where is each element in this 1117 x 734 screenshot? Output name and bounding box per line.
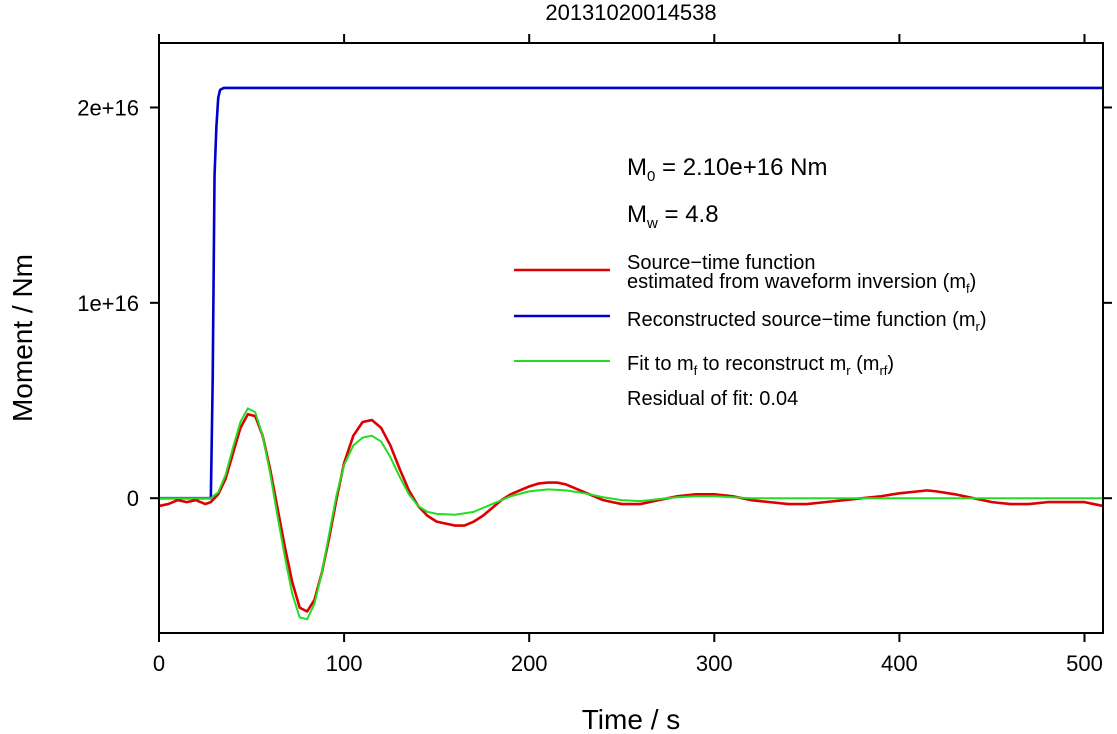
m0-prefix: M xyxy=(627,154,647,181)
chart-title: 20131020014538 xyxy=(545,0,716,25)
y-tick-label: 0 xyxy=(127,486,139,511)
y-tick-label: 1e+16 xyxy=(77,291,139,316)
mw-sub: w xyxy=(646,215,658,232)
x-tick-label: 400 xyxy=(881,651,918,676)
residual-annotation: Residual of fit: 0.04 xyxy=(627,388,798,410)
x-axis-title: Time / s xyxy=(582,704,681,734)
axes: 0 100 200 300 400 500 0 1e+16 2e+16 xyxy=(77,34,1112,676)
legend-red-sub: f xyxy=(966,281,970,296)
mw-rest: = 4.8 xyxy=(658,201,719,228)
y-axis-title: Moment / Nm xyxy=(7,254,38,422)
legend-blue-sub: r xyxy=(976,319,981,334)
mw-annotation: Mw = 4.8 xyxy=(627,201,719,232)
m0-rest: = 2.10e+16 Nm xyxy=(655,154,827,181)
x-tick-label: 100 xyxy=(326,651,363,676)
legend-green-sub3: rf xyxy=(879,363,887,378)
x-tick-label: 200 xyxy=(511,651,548,676)
legend-red-pre: estimated from waveform inversion (m xyxy=(627,271,966,293)
legend-green-sub2: r xyxy=(846,363,851,378)
legend-green-pre: Fit to m xyxy=(627,353,694,375)
series-line-red xyxy=(159,412,1103,613)
mw-prefix: M xyxy=(627,201,647,228)
plot-area xyxy=(159,86,1103,621)
m0-annotation: M0 = 2.10e+16 Nm xyxy=(627,154,827,185)
plot-frame xyxy=(158,42,1104,634)
x-tick-label: 0 xyxy=(153,651,165,676)
legend-text-red-line1: Source−time function xyxy=(627,252,815,274)
legend-text-blue: Reconstructed source−time function (mr) xyxy=(627,309,987,334)
legend-blue-pre: Reconstructed source−time function (m xyxy=(627,309,976,331)
legend-green-sub1: f xyxy=(694,363,698,378)
series-line-green xyxy=(159,407,1103,621)
legend-green-mid: to reconstruct m xyxy=(697,353,846,375)
legend-green-post: ) xyxy=(887,353,894,375)
legend-text-green: Fit to mf to reconstruct mr (mrf) xyxy=(627,353,894,378)
legend-green-mid2: (m xyxy=(851,353,880,375)
series-line-blue xyxy=(159,86,1103,500)
x-tick-label: 500 xyxy=(1066,651,1103,676)
m0-sub: 0 xyxy=(647,168,655,185)
legend-text-red-line2: estimated from waveform inversion (mf) xyxy=(627,271,976,296)
y-tick-label: 2e+16 xyxy=(77,95,139,120)
legend-red-post: ) xyxy=(970,271,977,293)
legend: Source−time function estimated from wave… xyxy=(514,252,987,410)
x-tick-label: 300 xyxy=(696,651,733,676)
legend-blue-post: ) xyxy=(980,309,987,331)
